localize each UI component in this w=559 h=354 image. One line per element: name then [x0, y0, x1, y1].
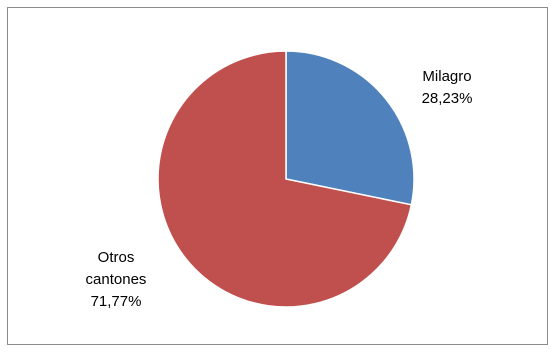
slice-label-milagro-value: 28,23% — [422, 90, 473, 107]
pie-slices — [157, 50, 415, 308]
slice-label-otros-name-line2: cantones — [86, 271, 147, 288]
pie-slice-milagro — [285, 50, 415, 206]
slice-label-otros-name-line1: Otros — [98, 249, 135, 266]
slice-label-otros-value: 71,77% — [91, 293, 142, 310]
pie-slice-otros-cantones — [157, 50, 413, 308]
slice-label-milagro-name: Milagro — [422, 68, 471, 85]
